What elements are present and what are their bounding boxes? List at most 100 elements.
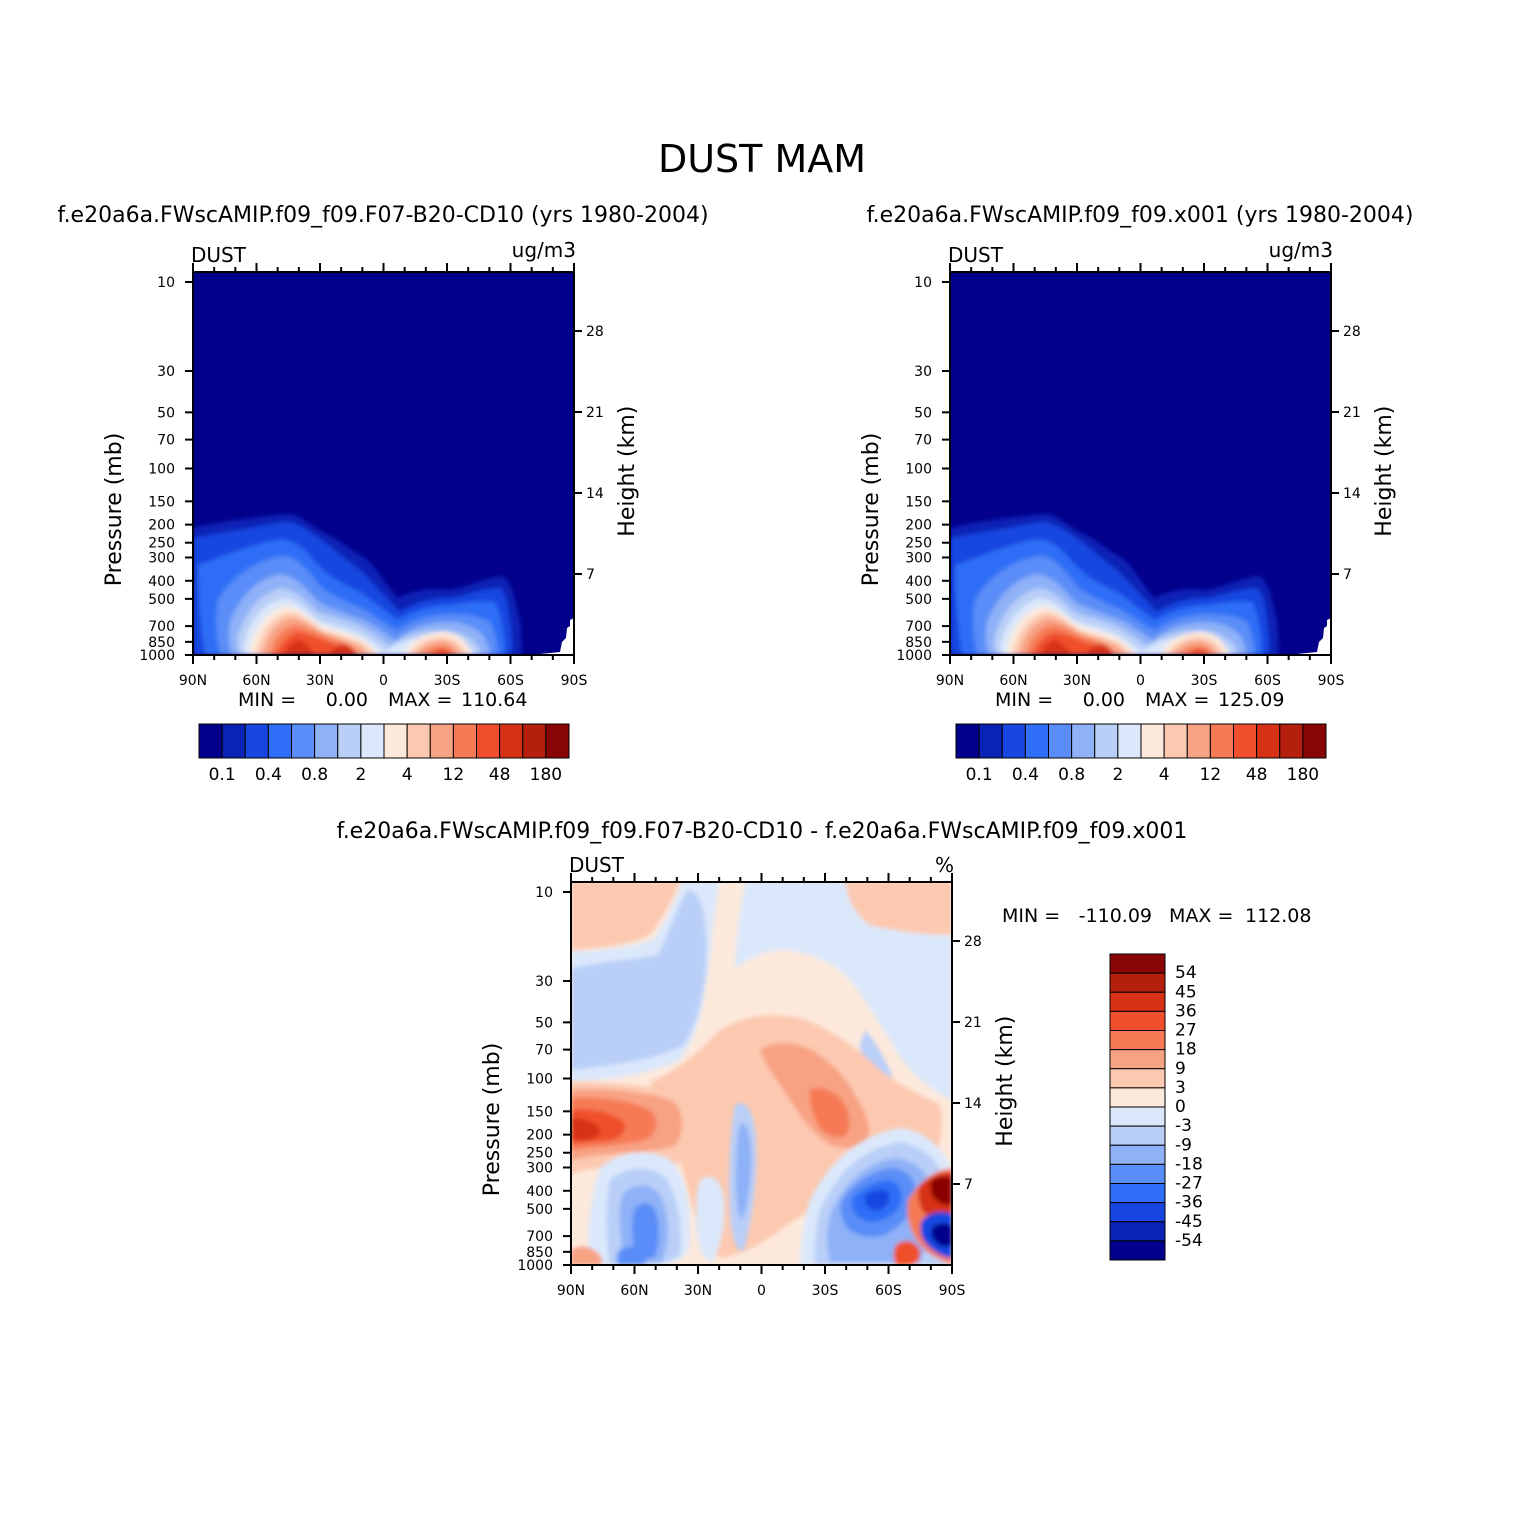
colorbar-swatch [1233, 723, 1258, 759]
colorbar-swatch [1109, 991, 1166, 1012]
panel-c-min-label: MIN = [1002, 905, 1060, 927]
colorbar-swatch [1109, 1144, 1166, 1165]
panel-b: f.e20a6a.FWscAMIP.f09_f09.x001 (yrs 1980… [859, 203, 1414, 785]
colorbar-swatch [1279, 723, 1304, 759]
upper-right-cool-1 [735, 882, 952, 1100]
pressure-tick-label: 50 [914, 405, 932, 421]
colorbar-label: -9 [1175, 1135, 1192, 1155]
colorbar-swatch [1024, 723, 1049, 759]
colorbar-label: 48 [1246, 765, 1268, 785]
pressure-tick-label: 850 [905, 635, 932, 651]
bottom-cool-strip [616, 1246, 647, 1265]
panel-b-max-value: 125.09 [1218, 689, 1284, 711]
panel-b-subtitle: f.e20a6a.FWscAMIP.f09_f09.x001 (yrs 1980… [866, 203, 1413, 228]
latitude-tick-label: 30N [684, 1283, 712, 1299]
pressure-tick-label: 300 [148, 550, 175, 566]
colorbar-swatch [545, 723, 570, 759]
colorbar-label: 0.4 [1012, 765, 1039, 785]
panel-b-units-label: ug/m3 [1269, 238, 1333, 262]
height-axis-title: Height (km) [1372, 406, 1397, 537]
pressure-tick-label: 100 [905, 462, 932, 478]
pressure-tick-label: 70 [535, 1043, 553, 1059]
colorbar-swatch [1109, 1240, 1166, 1261]
latitude-tick-label: 60N [242, 673, 270, 689]
latitude-tick-label: 30S [812, 1283, 839, 1299]
latitude-tick-label: 90N [936, 673, 964, 689]
colorbar-label: 2 [1112, 765, 1123, 785]
pressure-tick-label: 150 [148, 494, 175, 510]
colorbar-swatch [1001, 723, 1026, 759]
latitude-tick-label: 90S [1318, 673, 1345, 689]
latitude-tick-label: 90S [939, 1283, 966, 1299]
panel-a-max-label: MAX = [388, 689, 452, 711]
colorbar-swatch [452, 723, 477, 759]
height-tick-label: 14 [964, 1096, 982, 1112]
pressure-tick-label: 300 [526, 1160, 553, 1176]
height-tick-label: 7 [1343, 567, 1352, 583]
colorbar-swatch [1071, 723, 1096, 759]
latitude-tick-label: 60S [497, 673, 524, 689]
panel-a-contour-field [193, 272, 574, 655]
pressure-tick-label: 1000 [896, 648, 932, 664]
pressure-tick-label: 100 [526, 1072, 553, 1088]
colorbar-swatch [499, 723, 524, 759]
pressure-tick-label: 300 [905, 550, 932, 566]
panel-b-dust-plume [950, 513, 1279, 655]
colorbar-label: 180 [1287, 765, 1319, 785]
colorbar-label: 3 [1175, 1078, 1186, 1098]
pressure-tick-label: 50 [535, 1015, 553, 1031]
latitude-tick-label: 60S [875, 1283, 902, 1299]
upper-left-cool-2 [571, 890, 707, 1070]
panel-c-contour-field [571, 882, 952, 1265]
colorbar-swatch [1109, 1183, 1166, 1204]
pressure-tick-label: 70 [157, 433, 175, 449]
colorbar-swatch [1140, 723, 1165, 759]
colorbar-swatch [978, 723, 1003, 759]
pressure-tick-label: 10 [157, 275, 175, 291]
colorbar-swatch [1256, 723, 1281, 759]
panel-c-units-label: % [935, 853, 954, 877]
lower-left-cool-4 [632, 1203, 659, 1258]
latitude-tick-label: 0 [379, 673, 388, 689]
panel-a-colorbar: 0.1 0.4 0.8 2 4 12 48 180 [198, 723, 570, 785]
latitude-tick-label: 90N [557, 1283, 585, 1299]
latitude-tick-label: 60S [1254, 673, 1281, 689]
height-tick-label: 21 [586, 405, 604, 421]
panel-c-subtitle: f.e20a6a.FWscAMIP.f09_f09.F07-B20-CD10 -… [337, 819, 1188, 844]
panel-c-max-value: 112.08 [1245, 905, 1311, 927]
pressure-tick-label: 250 [905, 536, 932, 552]
pressure-tick-label: 200 [148, 518, 175, 534]
colorbar-swatch [522, 723, 547, 759]
panel-c-min-value: -110.09 [1079, 905, 1152, 927]
colorbar-label: -45 [1175, 1212, 1203, 1232]
plume-level-13b [330, 644, 356, 655]
panel-b-missing-region [1287, 618, 1331, 655]
colorbar-label: 48 [489, 765, 511, 785]
colorbar-label: 0 [1175, 1097, 1186, 1117]
pressure-tick-label: 850 [526, 1245, 553, 1261]
latitude-tick-label: 60N [620, 1283, 648, 1299]
pressure-tick-label: 10 [914, 275, 932, 291]
colorbar-swatch [1109, 1068, 1166, 1089]
height-tick-label: 28 [1343, 324, 1361, 340]
pressure-tick-label: 850 [148, 635, 175, 651]
latitude-tick-label: 30S [434, 673, 461, 689]
pressure-tick-label: 400 [526, 1184, 553, 1200]
colorbar-swatch [1109, 1049, 1166, 1070]
pressure-tick-label: 200 [905, 518, 932, 534]
pressure-tick-label: 10 [535, 885, 553, 901]
colorbar-swatch [1117, 723, 1142, 759]
plume-level-13b [1087, 644, 1113, 655]
colorbar-swatch [406, 723, 431, 759]
height-tick-label: 28 [964, 934, 982, 950]
pressure-axis-title: Pressure (mb) [102, 433, 127, 586]
upper-right-warm-cap [845, 882, 952, 935]
latitude-tick-label: 30S [1191, 673, 1218, 689]
colorbar-swatch [476, 723, 501, 759]
panel-a-units-label: ug/m3 [512, 238, 576, 262]
colorbar-swatch [1094, 723, 1119, 759]
colorbar-label: 4 [402, 765, 413, 785]
pressure-tick-label: 30 [157, 364, 175, 380]
